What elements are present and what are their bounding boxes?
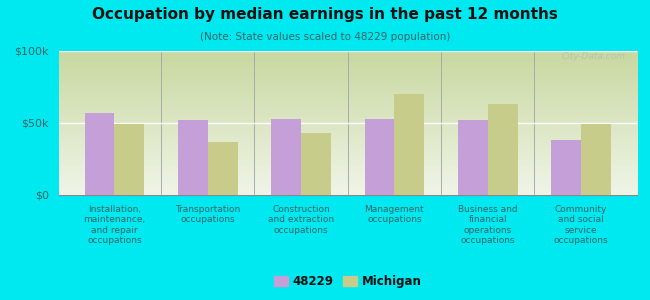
Bar (551, 140, 581, 195)
Bar (581, 124, 611, 195)
Text: City-Data.com: City-Data.com (562, 52, 625, 62)
Bar (114, 124, 144, 195)
Bar (365, 119, 395, 195)
Bar (301, 133, 331, 195)
Bar (84, 113, 114, 195)
Bar (271, 119, 301, 195)
Bar (178, 120, 208, 195)
Bar (208, 142, 238, 195)
Bar (395, 94, 424, 195)
Bar (488, 104, 517, 195)
Legend: 48229, Michigan: 48229, Michigan (269, 270, 426, 293)
Text: (Note: State values scaled to 48229 population): (Note: State values scaled to 48229 popu… (200, 32, 450, 41)
Bar (458, 120, 488, 195)
Text: Occupation by median earnings in the past 12 months: Occupation by median earnings in the pas… (92, 8, 558, 22)
